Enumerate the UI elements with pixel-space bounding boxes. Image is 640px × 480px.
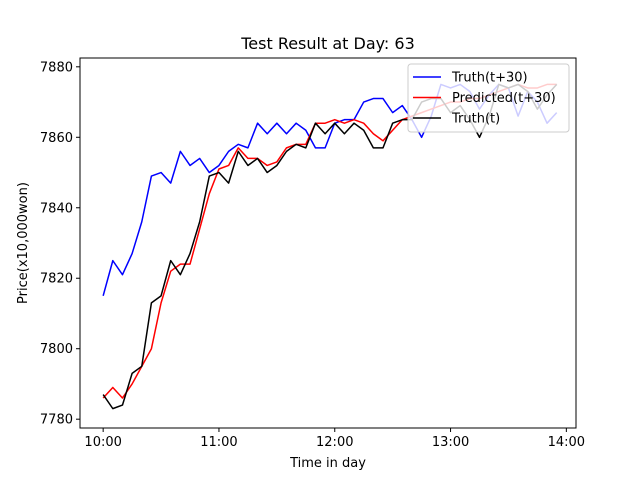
x-tick-label: 11:00 xyxy=(200,435,237,450)
legend-box xyxy=(407,63,570,133)
y-tick-label: 7780 xyxy=(40,413,73,428)
x-axis-label: Time in day xyxy=(289,456,366,471)
y-axis: 7780 7800 7820 7840 7860 7880 xyxy=(40,60,80,428)
plot-frame xyxy=(79,57,577,429)
x-tick-label: 12:00 xyxy=(316,435,353,450)
series-layer xyxy=(102,83,558,410)
y-tick-label: 7800 xyxy=(40,342,73,357)
series-line-2 xyxy=(102,83,558,410)
legend-label-2: Truth(t) xyxy=(451,112,500,127)
y-axis-label: Price(x10,000won) xyxy=(16,182,31,304)
x-tick-label: 10:00 xyxy=(84,435,121,450)
legend: Truth(t+30) Predicted(t+30) Truth(t) xyxy=(407,63,570,133)
legend-label-0: Truth(t+30) xyxy=(451,71,528,86)
y-tick-label: 7840 xyxy=(40,201,73,216)
x-tick-label: 14:00 xyxy=(548,435,585,450)
chart-title: Test Result at Day: 63 xyxy=(240,34,415,53)
y-tick-label: 7820 xyxy=(40,272,73,287)
y-tick-label: 7860 xyxy=(40,131,73,146)
x-tick-label: 13:00 xyxy=(432,435,469,450)
legend-label-1: Predicted(t+30) xyxy=(452,91,556,106)
x-axis: 10:00 11:00 12:00 13:00 14:00 xyxy=(84,428,585,450)
y-tick-label: 7880 xyxy=(40,60,73,75)
